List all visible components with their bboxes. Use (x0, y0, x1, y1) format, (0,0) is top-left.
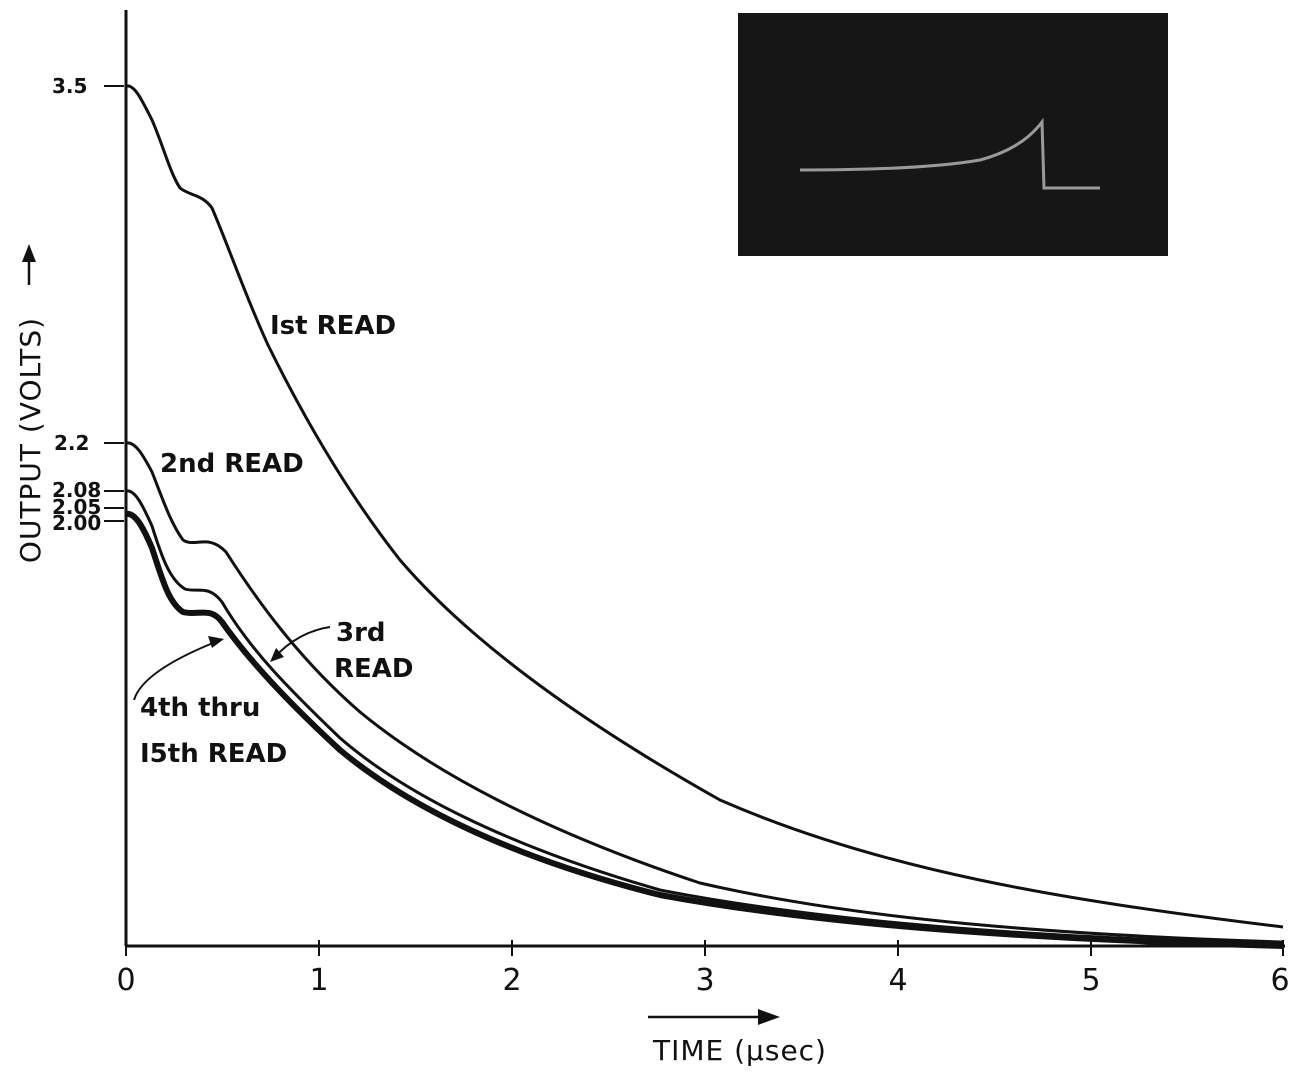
y-axis-title: OUTPUT (VOLTS) (14, 317, 47, 563)
label-1st-read: Ist READ (270, 311, 396, 341)
x-tick-label-4: 4 (888, 963, 907, 998)
series-line-3rd-read (125, 489, 1284, 946)
x-tick-label-2: 2 (502, 963, 521, 998)
x-tick-label-3: 3 (695, 963, 714, 998)
x-ticks: 0 1 2 3 4 5 6 (116, 940, 1290, 998)
pointer-4th-read (133, 640, 219, 701)
y-tick-label-2-05: 2.05 (52, 495, 101, 519)
series-group (125, 84, 1284, 949)
label-4th-read-line2: I5th READ (140, 739, 287, 769)
label-4th-read-line1: 4th thru (140, 693, 260, 723)
label-3rd-read-line2: READ (334, 654, 414, 684)
label-3rd-read-line1: 3rd (336, 618, 386, 648)
y-tick-label-3-5: 3.5 (52, 74, 87, 98)
x-tick-label-1: 1 (309, 963, 328, 998)
y-axis-arrow (22, 244, 36, 285)
x-axis-title: TIME (μsec) (652, 1034, 827, 1067)
inset-trace (799, 117, 1100, 190)
y-tick-label-2-2: 2.2 (54, 431, 89, 455)
series-line-4th-15th-read (125, 510, 1284, 949)
x-axis-arrow (648, 1009, 780, 1025)
pointer-4th-read-head (208, 636, 224, 648)
y-ticks: 3.5 2.2 2.08 2.05 2.00 (52, 74, 124, 535)
inset-background (738, 13, 1168, 256)
x-tick-label-6: 6 (1270, 963, 1289, 998)
oscilloscope-inset (738, 13, 1168, 256)
y-tick-label-2-08: 2.08 (52, 478, 101, 502)
series-line-2nd-read (125, 441, 1284, 944)
x-tick-label-5: 5 (1081, 963, 1100, 998)
y-tick-label-2-00: 2.00 (52, 511, 101, 535)
x-tick-label-0: 0 (116, 963, 135, 998)
series-line-1st-read (125, 84, 1284, 929)
label-2nd-read: 2nd READ (160, 449, 304, 479)
pointer-3rd-read-head (270, 648, 284, 662)
